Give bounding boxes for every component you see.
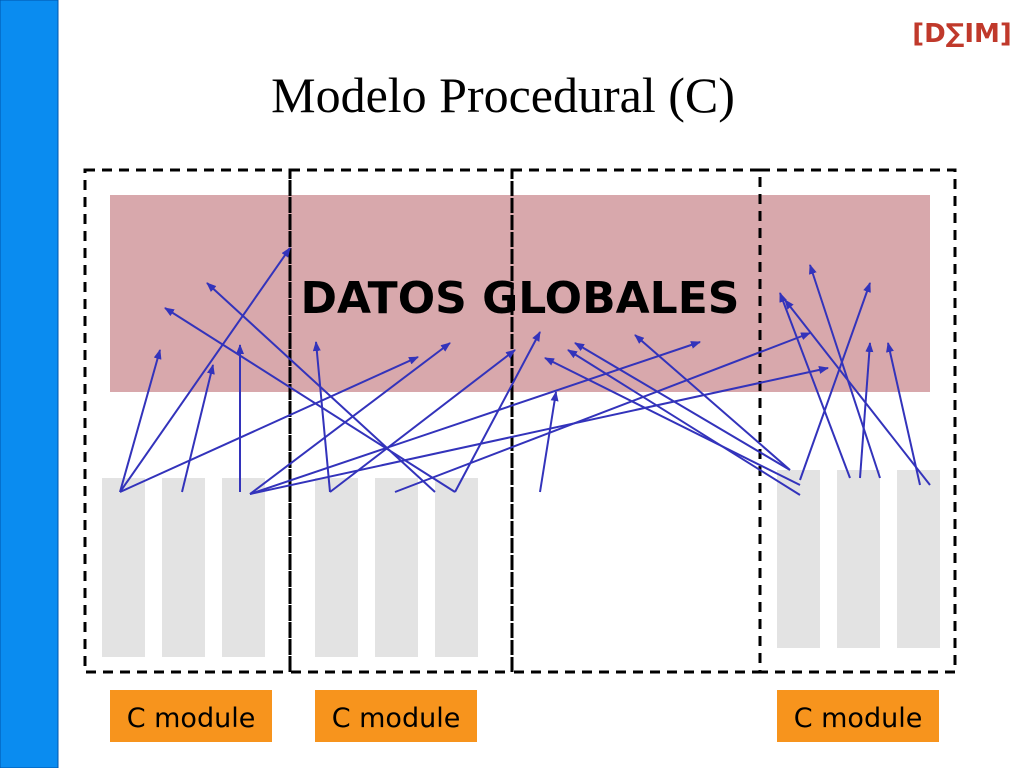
slide-title: Modelo Procedural (C) [271, 67, 735, 123]
module-bars [102, 470, 940, 657]
side-bar [0, 0, 59, 768]
module-label: C module [127, 703, 256, 734]
dashed-frames [83, 168, 957, 674]
module-label: C module [794, 703, 923, 734]
logo: [D∑IM] [912, 19, 1012, 49]
globals-label: DATOS GLOBALES [301, 273, 740, 324]
module-labels: C module C module C module [110, 690, 939, 742]
module-label: C module [332, 703, 461, 734]
access-arrows [119, 247, 931, 496]
